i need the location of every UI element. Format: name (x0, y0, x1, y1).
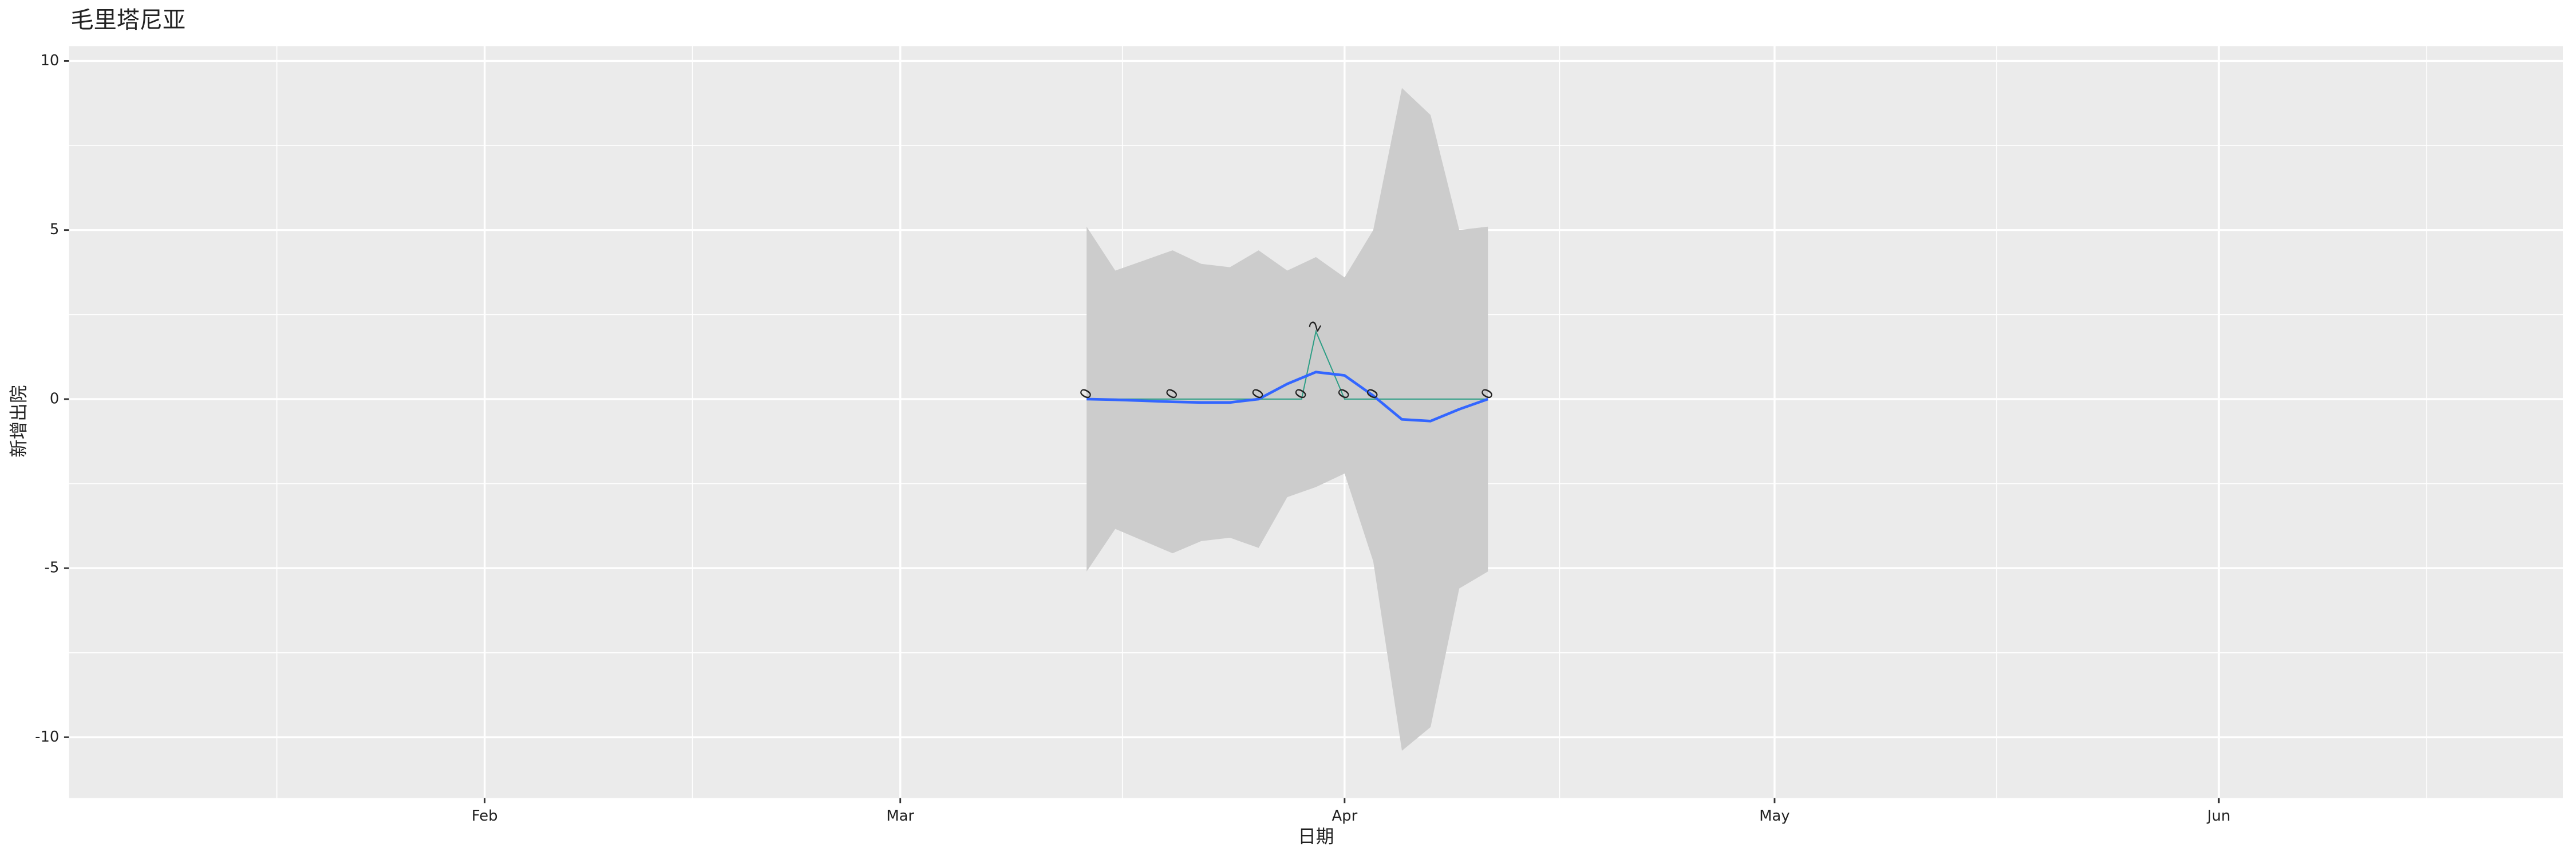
data-line (1086, 329, 1488, 400)
confidence-band (1086, 88, 1488, 751)
x-tick-label: Feb (472, 807, 498, 825)
y-tick-label: 5 (50, 221, 59, 238)
y-axis-label: 新增出院 (9, 385, 29, 457)
y-tick-label: 0 (50, 390, 59, 407)
x-tick-label: May (1759, 807, 1789, 825)
y-tick-label: 10 (40, 52, 59, 69)
smooth-line (1086, 371, 1489, 423)
x-tick-label: Mar (886, 807, 914, 825)
x-tick-label: Jun (2206, 807, 2230, 825)
y-tick-label: -10 (35, 728, 59, 746)
chart-title: 毛里塔尼亚 (70, 7, 185, 33)
y-tick-label: -5 (45, 559, 60, 577)
x-tick-label: Apr (1332, 807, 1358, 825)
x-axis-label: 日期 (1298, 827, 1334, 848)
